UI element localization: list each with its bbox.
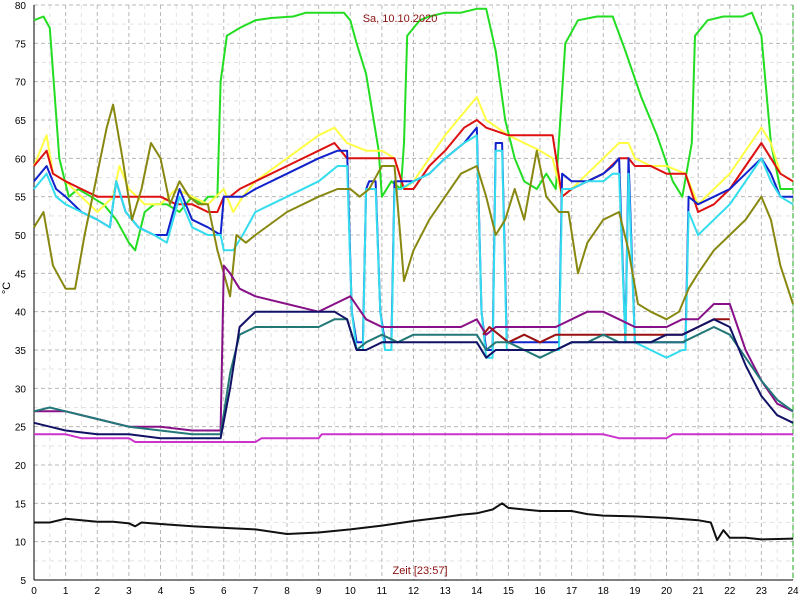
x-tick-label: 14: [471, 586, 483, 597]
y-tick-label: 50: [15, 231, 27, 242]
y-tick-label: 65: [15, 116, 27, 127]
x-tick-label: 10: [345, 586, 357, 597]
x-tick-label: 22: [724, 586, 736, 597]
x-tick-label: 12: [408, 586, 420, 597]
series-line-5: [33, 134, 794, 359]
series-line-7: [34, 264, 794, 432]
y-tick-label: 75: [15, 39, 27, 50]
x-tick-label: 1: [63, 586, 69, 597]
x-tick-label: 24: [787, 586, 799, 597]
x-tick-label: 3: [126, 586, 132, 597]
x-tick-label: 8: [284, 586, 290, 597]
series-line-2: [33, 96, 794, 213]
x-tick-label: 4: [158, 586, 164, 597]
x-tick-label: 15: [503, 586, 515, 597]
x-tick-label: 5: [189, 586, 195, 597]
x-tick-label: 2: [94, 586, 100, 597]
series-line-9: [33, 318, 794, 436]
y-tick-label: 25: [15, 423, 27, 434]
y-tick-label: 40: [15, 308, 27, 319]
y-tick-label: 55: [15, 193, 27, 204]
series-line-6: [33, 103, 794, 321]
series-line-12: [34, 502, 794, 542]
series-line-11: [34, 433, 793, 443]
y-tick-label: 20: [15, 461, 27, 472]
y-tick-label: 30: [15, 384, 27, 395]
x-tick-label: 16: [534, 586, 546, 597]
series-lines: [33, 7, 794, 542]
y-tick-label: 80: [15, 1, 27, 12]
x-tick-label: 0: [31, 586, 37, 597]
chart-title: Sa, 10.10.2020: [363, 13, 438, 25]
y-tick-label: 35: [15, 346, 27, 357]
y-tick-label: 45: [15, 269, 27, 280]
x-tick-label: 21: [693, 586, 705, 597]
axes: [33, 5, 794, 581]
x-tick-label: 18: [598, 586, 610, 597]
x-tick-label: 9: [316, 586, 322, 597]
y-axis-label: °C: [1, 282, 13, 294]
y-tick-label: 15: [15, 499, 27, 510]
x-tick-label: 6: [221, 586, 227, 597]
series-line-10: [33, 310, 794, 440]
x-tick-label: 13: [440, 586, 452, 597]
x-tick-label: 23: [756, 586, 768, 597]
tick-labels: 0 1 2 3 4 5 6 7 8 9 10 11 12 13 14 15 16 17 18 19 20 21 22 23 24…: [15, 1, 799, 597]
y-tick-label: 60: [15, 154, 27, 165]
x-tick-label: 17: [566, 586, 578, 597]
x-tick-label: 19: [629, 586, 641, 597]
x-axis-label: Zeit [23:57]: [392, 565, 447, 577]
x-tick-label: 7: [253, 586, 259, 597]
y-tick-label: 5: [20, 576, 26, 587]
x-tick-label: 20: [661, 586, 673, 597]
y-tick-label: 70: [15, 78, 27, 89]
y-tick-label: 10: [15, 538, 27, 549]
x-tick-label: 11: [377, 586, 388, 597]
